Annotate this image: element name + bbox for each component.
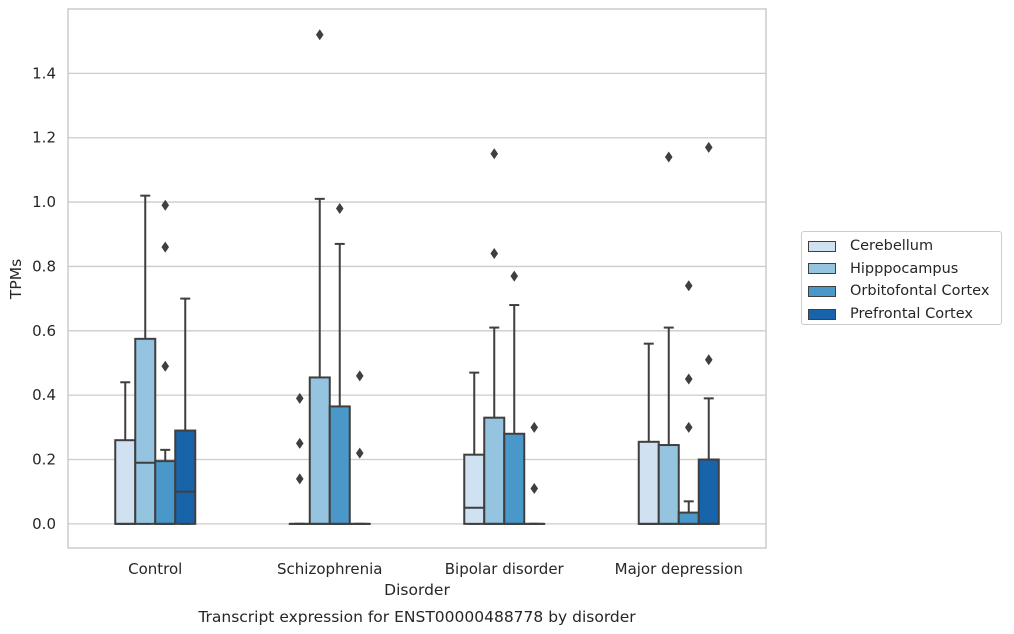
box bbox=[174, 429, 197, 525]
x-tick-label: Major depression bbox=[615, 560, 743, 578]
x-tick-labels: Control Schizophrenia Bipolar disorder Majo… bbox=[128, 560, 743, 578]
plot-frame bbox=[67, 8, 767, 549]
legend-label: Hipppocampus bbox=[850, 260, 959, 277]
outlier-point bbox=[335, 203, 344, 215]
legend-label: Prefrontal Cortex bbox=[850, 306, 973, 323]
y-tick-label: 1.0 bbox=[32, 193, 56, 211]
y-tick-label: 0.6 bbox=[32, 322, 56, 340]
outlier-point bbox=[684, 373, 693, 385]
outlier-point bbox=[530, 421, 539, 433]
outlier-point bbox=[161, 199, 170, 211]
box bbox=[503, 432, 526, 525]
legend-swatch bbox=[808, 263, 836, 275]
legend: Cerebellum Hipppocampus Orbitofontal Cor… bbox=[801, 231, 1002, 325]
x-axis-title: Disorder bbox=[384, 581, 450, 599]
y-tick-label: 0.0 bbox=[32, 515, 56, 533]
y-tick-label: 1.4 bbox=[32, 64, 56, 82]
outlier-point bbox=[295, 392, 304, 404]
legend-item-hippocampus: Hipppocampus bbox=[808, 258, 1001, 281]
x-tick-label: Control bbox=[128, 560, 182, 578]
y-tick-label: 1.2 bbox=[32, 129, 56, 147]
box bbox=[483, 416, 506, 525]
box-group bbox=[114, 381, 137, 525]
y-tick-label: 0.4 bbox=[32, 386, 56, 404]
box-group bbox=[154, 199, 177, 525]
outlier-point bbox=[510, 270, 519, 282]
box-group bbox=[463, 371, 486, 525]
x-tick-label: Schizophrenia bbox=[277, 560, 382, 578]
x-tick-label: Bipolar disorder bbox=[445, 560, 565, 578]
legend-swatch bbox=[808, 240, 836, 252]
legend-label: Cerebellum bbox=[850, 238, 934, 255]
outlier-point bbox=[530, 482, 539, 494]
outlier-point bbox=[664, 151, 673, 163]
box-group bbox=[134, 194, 157, 525]
y-tick-labels: 0.0 0.2 0.4 0.6 0.8 1.0 1.2 1.4 bbox=[32, 64, 56, 533]
legend-swatch bbox=[808, 308, 836, 320]
y-axis-title: TPMs bbox=[7, 259, 25, 300]
outlier-point bbox=[490, 248, 499, 260]
box bbox=[134, 337, 157, 525]
legend-item-prefrontal-cortex: Prefrontal Cortex bbox=[808, 303, 1001, 326]
box bbox=[637, 440, 660, 525]
outlier-point bbox=[355, 447, 364, 459]
legend-item-cerebellum: Cerebellum bbox=[808, 235, 1001, 258]
box-group bbox=[697, 141, 720, 525]
outlier-point bbox=[355, 370, 364, 382]
box bbox=[308, 376, 331, 525]
outlier-point bbox=[490, 148, 499, 160]
outlier-point bbox=[684, 421, 693, 433]
outlier-point bbox=[295, 437, 304, 449]
box bbox=[463, 453, 486, 525]
box-group bbox=[288, 392, 311, 525]
y-tick-label: 0.8 bbox=[32, 257, 56, 275]
box-group bbox=[328, 203, 351, 525]
box bbox=[677, 511, 700, 525]
box-groups bbox=[114, 29, 720, 525]
outlier-point bbox=[684, 280, 693, 292]
box-group bbox=[483, 148, 506, 525]
box bbox=[114, 439, 137, 525]
legend-label: Orbitofontal Cortex bbox=[850, 283, 990, 300]
outlier-point bbox=[704, 354, 713, 366]
box-group bbox=[503, 270, 526, 525]
outlier-point bbox=[315, 29, 324, 41]
box-group bbox=[523, 421, 546, 525]
outlier-point bbox=[295, 473, 304, 485]
box-group bbox=[657, 151, 680, 525]
chart-caption: Transcript expression for ENST0000048877… bbox=[197, 608, 636, 626]
box-group bbox=[348, 370, 371, 525]
box bbox=[697, 458, 720, 525]
outlier-point bbox=[161, 241, 170, 253]
y-tick-label: 0.2 bbox=[32, 451, 56, 469]
box bbox=[657, 444, 680, 525]
box bbox=[328, 405, 351, 525]
box-group bbox=[308, 29, 331, 525]
box-group bbox=[174, 297, 197, 525]
box bbox=[154, 460, 177, 525]
outlier-point bbox=[161, 360, 170, 372]
legend-swatch bbox=[808, 285, 836, 297]
legend-item-orbitofrontal-cortex: Orbitofontal Cortex bbox=[808, 280, 1001, 303]
outlier-point bbox=[704, 141, 713, 153]
box-group bbox=[637, 342, 660, 525]
box-group bbox=[677, 280, 700, 525]
